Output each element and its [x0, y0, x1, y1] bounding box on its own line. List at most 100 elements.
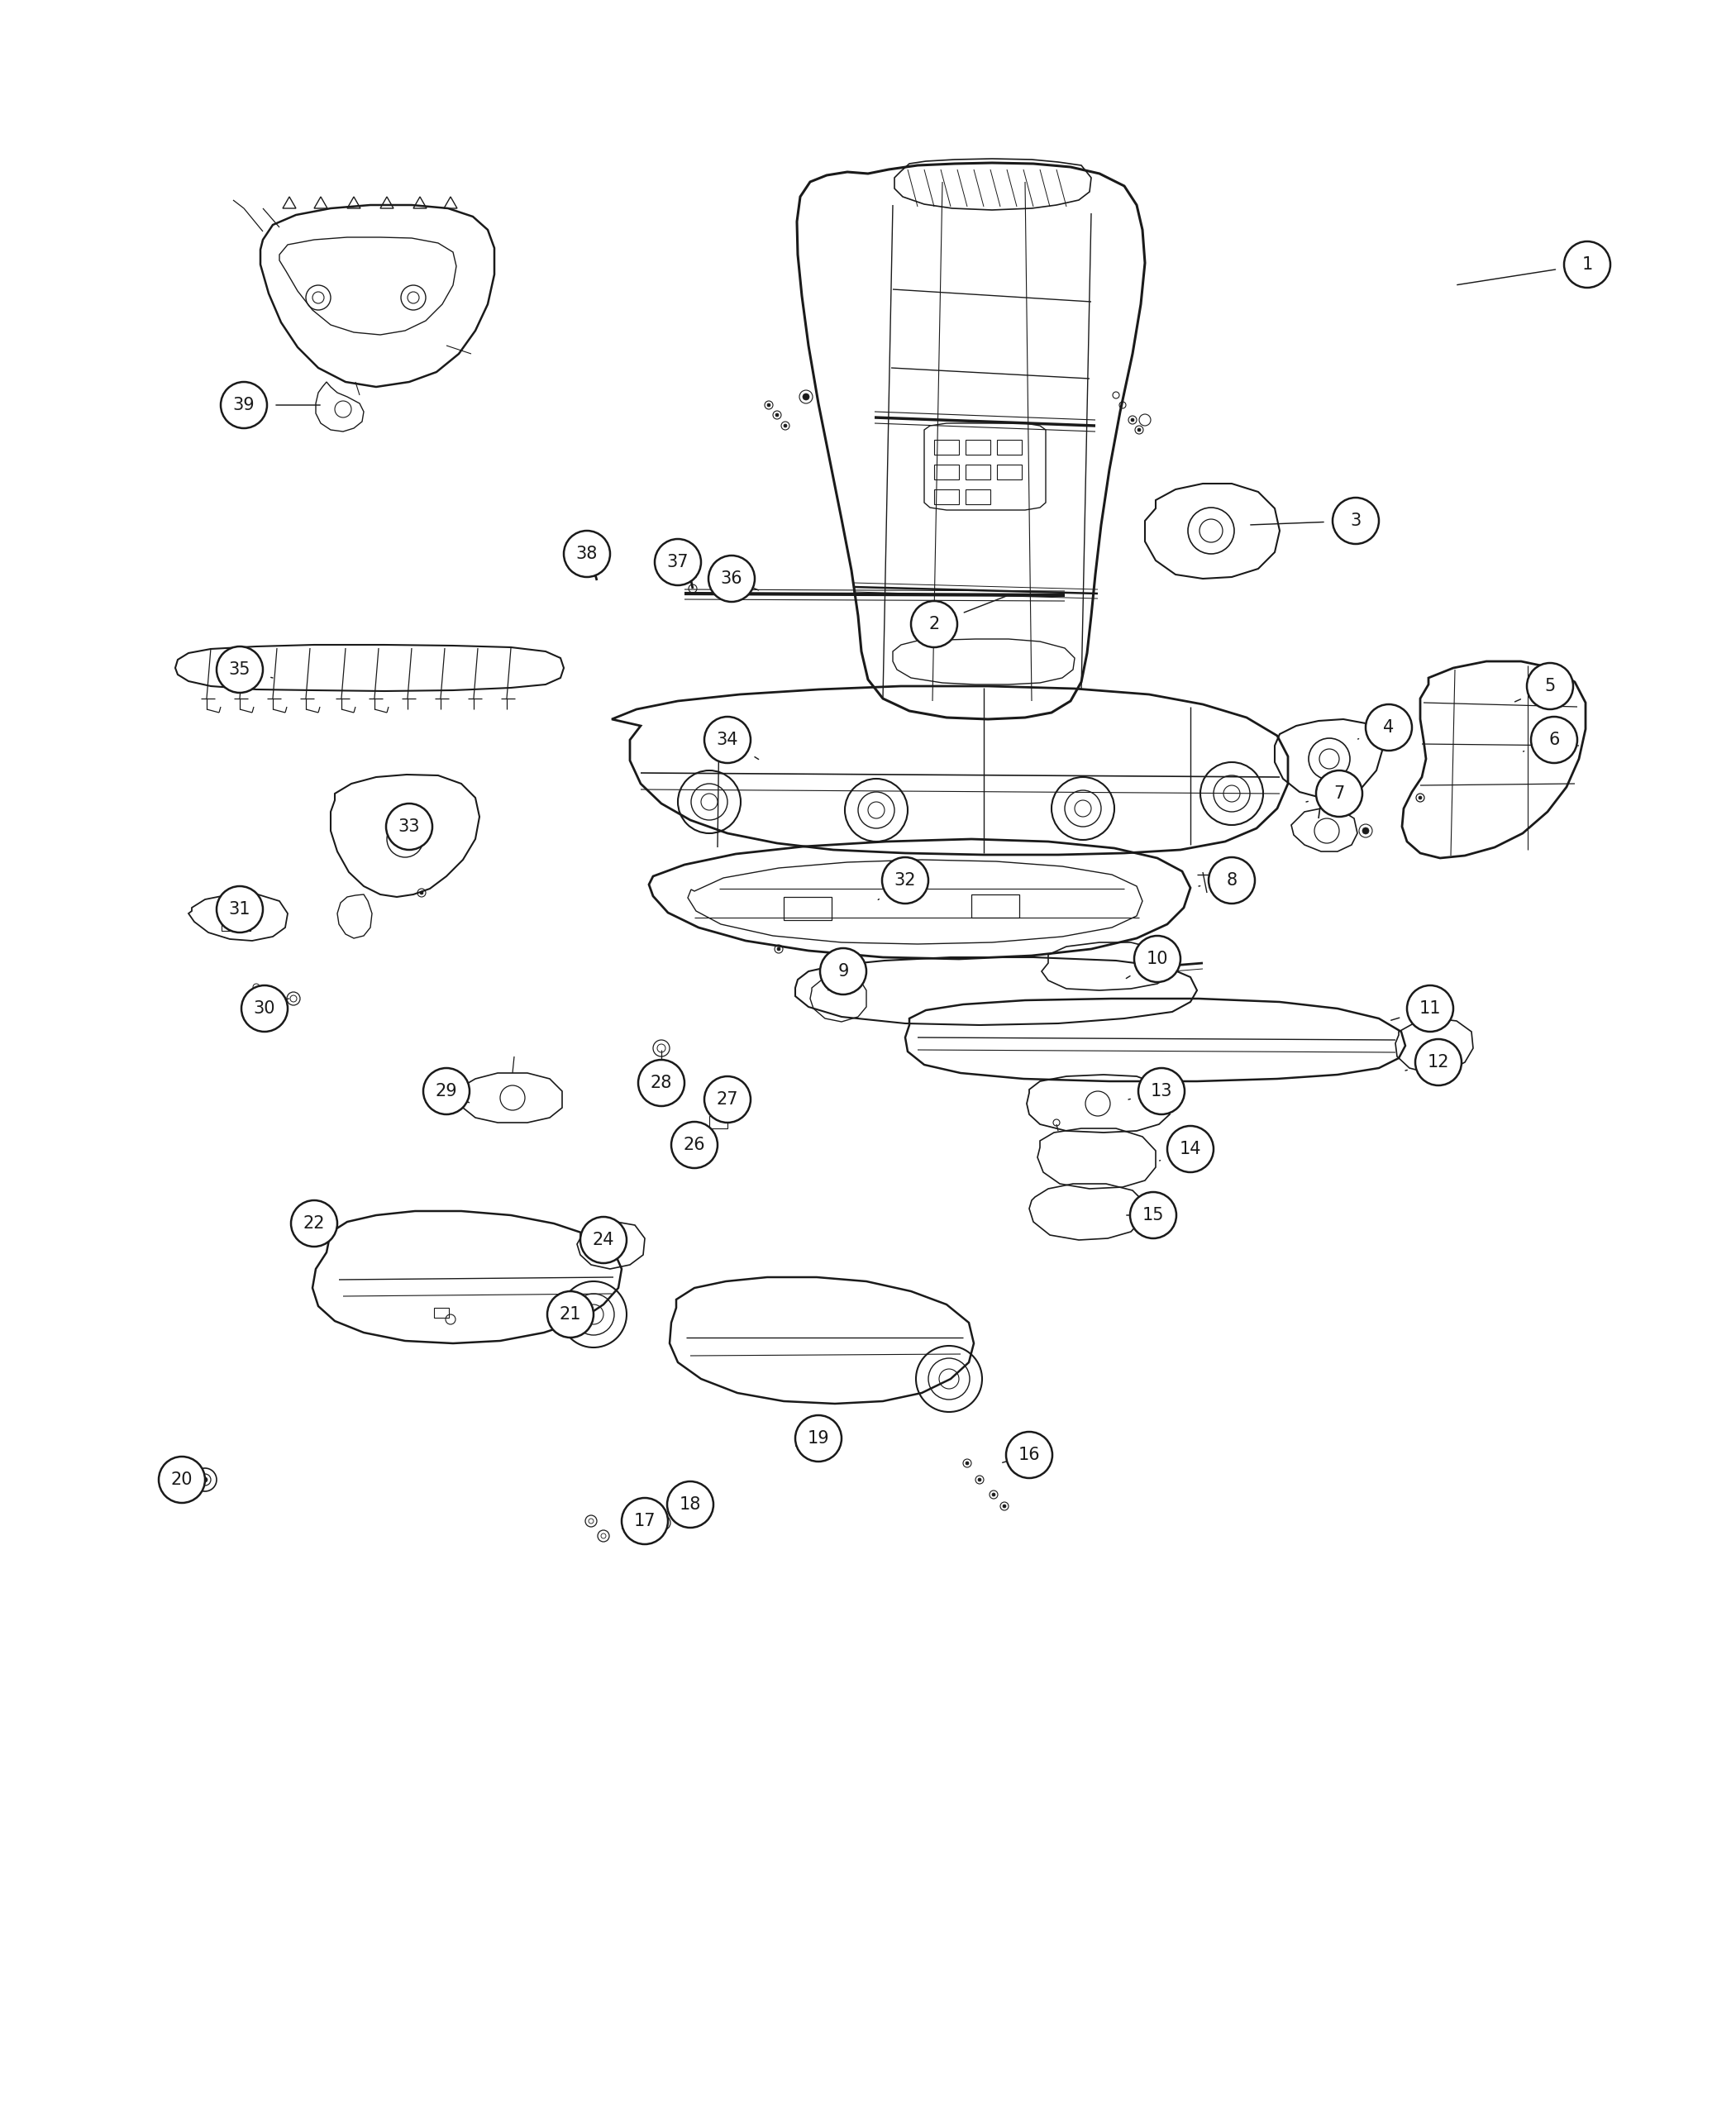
Text: 38: 38	[576, 546, 597, 563]
Text: 9: 9	[838, 963, 849, 980]
Circle shape	[783, 424, 786, 428]
Circle shape	[158, 1457, 205, 1503]
Bar	[934, 489, 958, 504]
Text: 32: 32	[894, 873, 917, 890]
Text: 30: 30	[253, 1001, 276, 1016]
Circle shape	[385, 803, 432, 850]
Circle shape	[292, 1199, 337, 1246]
Text: 19: 19	[807, 1429, 830, 1446]
Circle shape	[1316, 769, 1363, 816]
Circle shape	[802, 394, 809, 401]
Circle shape	[203, 1478, 208, 1482]
Circle shape	[1406, 984, 1453, 1031]
Circle shape	[1366, 704, 1411, 750]
Bar	[972, 894, 1019, 917]
Text: 3: 3	[1351, 512, 1361, 529]
Circle shape	[1137, 428, 1141, 432]
Text: 27: 27	[717, 1092, 738, 1107]
Circle shape	[621, 1499, 668, 1545]
Circle shape	[965, 1461, 969, 1465]
Text: 39: 39	[233, 396, 255, 413]
Circle shape	[767, 403, 771, 407]
Circle shape	[1130, 1191, 1177, 1237]
Bar	[710, 1115, 727, 1128]
Bar	[965, 441, 990, 455]
Text: 13: 13	[1151, 1084, 1172, 1100]
Text: 34: 34	[717, 731, 738, 748]
Circle shape	[420, 892, 424, 894]
Text: 18: 18	[679, 1497, 701, 1514]
Text: 35: 35	[229, 662, 250, 679]
Text: 17: 17	[634, 1514, 656, 1528]
Text: 22: 22	[304, 1214, 325, 1231]
Circle shape	[1167, 1126, 1213, 1172]
Bar	[653, 1069, 670, 1077]
Circle shape	[778, 946, 781, 951]
Bar	[965, 489, 990, 504]
Text: 14: 14	[1179, 1140, 1201, 1157]
Circle shape	[705, 717, 750, 763]
Text: 6: 6	[1549, 731, 1559, 748]
Text: 20: 20	[170, 1471, 193, 1488]
Circle shape	[705, 1077, 750, 1124]
Circle shape	[1130, 417, 1134, 422]
Text: 36: 36	[720, 571, 743, 586]
Circle shape	[1415, 1039, 1462, 1086]
Circle shape	[977, 1478, 981, 1482]
Text: 1: 1	[1581, 257, 1592, 272]
Bar	[996, 464, 1023, 479]
Circle shape	[1134, 936, 1180, 982]
Bar	[996, 441, 1023, 455]
Bar	[783, 896, 832, 919]
Circle shape	[882, 858, 929, 904]
Circle shape	[672, 1121, 717, 1168]
Circle shape	[911, 601, 957, 647]
Circle shape	[795, 1414, 842, 1461]
Bar	[222, 917, 250, 932]
Circle shape	[241, 984, 288, 1031]
Bar	[965, 464, 990, 479]
Text: 5: 5	[1545, 679, 1555, 694]
Text: 15: 15	[1142, 1208, 1165, 1223]
Circle shape	[639, 1060, 684, 1107]
Text: 16: 16	[1019, 1446, 1040, 1463]
Circle shape	[1208, 858, 1255, 904]
Circle shape	[1139, 1069, 1184, 1115]
Circle shape	[1564, 242, 1611, 287]
Circle shape	[667, 1482, 713, 1528]
Circle shape	[220, 382, 267, 428]
Text: 10: 10	[1146, 951, 1168, 968]
Text: 31: 31	[229, 900, 250, 917]
Bar	[934, 441, 958, 455]
Text: 21: 21	[559, 1307, 582, 1322]
Text: 29: 29	[436, 1084, 457, 1100]
Circle shape	[217, 885, 262, 932]
Text: 33: 33	[398, 818, 420, 835]
Circle shape	[819, 949, 866, 995]
Bar	[227, 921, 245, 930]
Circle shape	[1528, 664, 1573, 708]
Circle shape	[991, 1492, 995, 1497]
Text: 37: 37	[667, 554, 689, 571]
Circle shape	[564, 531, 609, 578]
Circle shape	[424, 1069, 469, 1115]
Text: 28: 28	[651, 1075, 672, 1092]
Circle shape	[776, 413, 779, 417]
Text: 8: 8	[1226, 873, 1238, 890]
Text: 26: 26	[684, 1136, 705, 1153]
Text: 12: 12	[1427, 1054, 1450, 1071]
Circle shape	[654, 540, 701, 586]
Circle shape	[1531, 717, 1578, 763]
Circle shape	[708, 557, 755, 601]
Circle shape	[217, 647, 262, 694]
Bar	[934, 464, 958, 479]
Text: 7: 7	[1333, 786, 1345, 801]
Text: 2: 2	[929, 616, 939, 632]
Circle shape	[547, 1292, 594, 1339]
Circle shape	[1418, 797, 1422, 799]
Circle shape	[1333, 497, 1378, 544]
Bar	[434, 1307, 450, 1318]
Text: 11: 11	[1420, 1001, 1441, 1016]
Text: 24: 24	[592, 1231, 615, 1248]
Text: 4: 4	[1384, 719, 1394, 736]
